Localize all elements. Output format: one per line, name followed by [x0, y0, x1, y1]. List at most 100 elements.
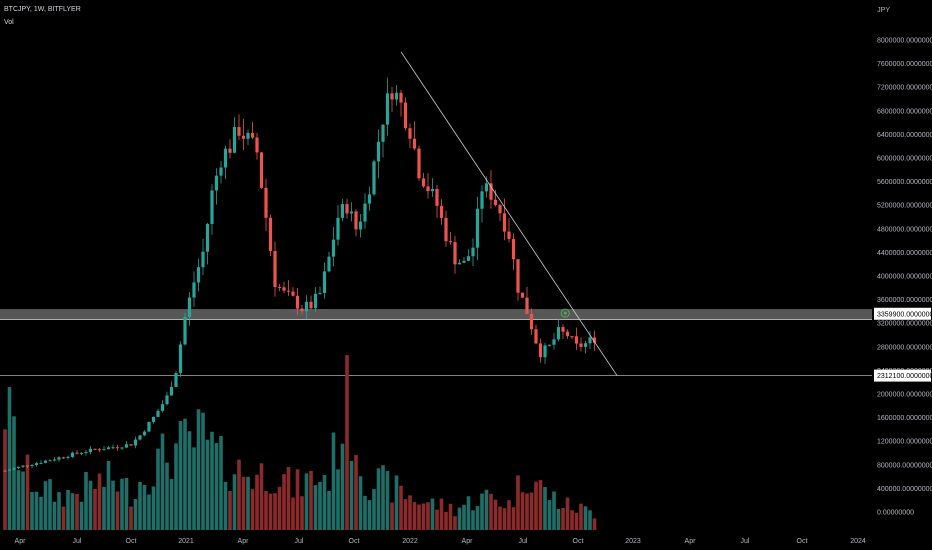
- candle-body: [322, 271, 327, 293]
- volume-bar: [367, 500, 372, 530]
- candle: [498, 203, 502, 222]
- candle: [133, 436, 138, 449]
- candle-body: [399, 92, 403, 103]
- volume-bar: [268, 493, 273, 530]
- volume-bar: [363, 495, 367, 530]
- candle: [178, 341, 183, 377]
- candle: [30, 463, 34, 469]
- volume-bar: [349, 460, 354, 530]
- x-tick-label: Jul: [73, 538, 82, 545]
- volume-bar: [174, 443, 178, 530]
- volume-bar: [295, 469, 300, 530]
- volume-bar: [43, 481, 48, 530]
- candle: [169, 381, 174, 396]
- volume-bar: [448, 503, 453, 530]
- alert-marker-dot: [563, 311, 567, 315]
- volume-bar: [286, 467, 291, 530]
- trendline[interactable]: [400, 51, 618, 376]
- candle-body: [435, 188, 439, 206]
- candle-body: [345, 204, 349, 214]
- candle: [372, 159, 376, 196]
- price-tag-bg: [874, 307, 931, 320]
- candle: [246, 129, 250, 146]
- candle: [25, 465, 30, 469]
- candle-body: [111, 447, 115, 449]
- volume-bar: [511, 507, 516, 530]
- candle-body: [493, 199, 498, 206]
- candle-body: [291, 291, 295, 296]
- volume-bar: [273, 493, 277, 530]
- currency-label: JPY: [877, 7, 890, 14]
- candle-body: [3, 470, 7, 472]
- candle-body: [165, 395, 169, 405]
- volume-bar: [147, 494, 151, 530]
- candle: [223, 145, 228, 180]
- candle: [390, 86, 394, 113]
- candle-body: [480, 191, 484, 209]
- candle-body: [178, 344, 183, 374]
- volume-bar: [579, 503, 583, 530]
- candle: [43, 459, 48, 464]
- y-tick-label: 2800000.00000000: [877, 344, 932, 351]
- volume-bar: [322, 475, 327, 530]
- candle-body: [457, 262, 462, 265]
- alert-marker[interactable]: [560, 308, 570, 318]
- candle: [552, 332, 556, 350]
- candle: [34, 461, 39, 467]
- volume-bar: [277, 486, 282, 530]
- candle: [345, 198, 349, 219]
- volume-bar: [430, 498, 435, 530]
- price-tag-label: 2312100.00000000: [877, 373, 932, 380]
- volume-bar: [124, 477, 129, 530]
- candle: [61, 456, 66, 459]
- x-tick-label: Jul: [519, 538, 528, 545]
- candle-body: [484, 183, 489, 192]
- volume-bar: [471, 510, 475, 530]
- candle-body: [12, 468, 16, 470]
- candle-body: [277, 287, 282, 289]
- candle-body: [7, 469, 12, 471]
- candle-body: [403, 102, 408, 129]
- candle: [385, 77, 390, 136]
- volume-bar: [201, 412, 205, 530]
- volume-bar: [453, 516, 457, 530]
- volume-bar: [390, 502, 394, 530]
- y-tick-label: 400000.00000000: [877, 486, 932, 493]
- candle-body: [394, 92, 399, 100]
- candle-body: [57, 457, 61, 460]
- candle: [232, 117, 237, 154]
- y-tick-label: 5200000.00000000: [877, 203, 932, 210]
- candle: [561, 324, 565, 339]
- candle-body: [574, 336, 579, 344]
- volume-bar: [331, 432, 336, 530]
- y-tick-label: 3200000.00000000: [877, 321, 932, 328]
- candle: [219, 161, 223, 184]
- x-tick-label: Oct: [349, 538, 360, 545]
- candle: [457, 259, 462, 265]
- y-tick-label: 6800000.00000000: [877, 108, 932, 115]
- candle-body: [489, 183, 493, 200]
- candle-body: [525, 297, 529, 314]
- candle: [354, 209, 358, 237]
- volume-bar: [223, 481, 228, 530]
- candle-body: [466, 256, 471, 261]
- x-tick-label: Apr: [238, 538, 250, 545]
- candle: [516, 259, 520, 301]
- candle-body: [160, 404, 165, 411]
- candle: [520, 292, 525, 298]
- x-tick-label: 2024: [850, 538, 866, 545]
- volume-bar: [237, 459, 241, 530]
- candle-body: [331, 239, 336, 257]
- volume-bar: [574, 513, 579, 530]
- volume-legend: Vol: [4, 19, 14, 26]
- candle-body: [196, 267, 201, 283]
- candle-body: [25, 465, 30, 467]
- volume-bar: [318, 481, 322, 530]
- x-tick-label: 2023: [625, 538, 641, 545]
- volume-bar: [12, 416, 16, 530]
- volume-bar: [142, 484, 147, 530]
- volume-bar: [489, 493, 493, 530]
- candle: [120, 447, 124, 451]
- y-tick-label: 4000000.00000000: [877, 274, 932, 281]
